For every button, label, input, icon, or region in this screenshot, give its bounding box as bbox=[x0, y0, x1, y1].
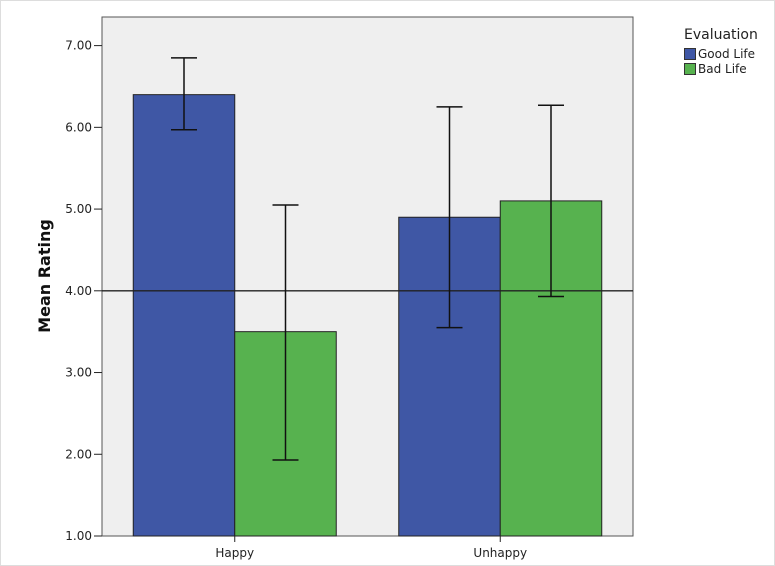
legend-swatch bbox=[684, 62, 696, 75]
legend-title: Evaluation bbox=[684, 27, 758, 43]
error-bar bbox=[538, 104, 564, 298]
legend-item-good-life: Good Life bbox=[684, 46, 758, 61]
bar-happy-good-life bbox=[132, 94, 236, 537]
legend-item-bad-life: Bad Life bbox=[684, 61, 758, 76]
y-tick-label: 4.00 bbox=[65, 284, 92, 298]
x-tick-label: Happy bbox=[215, 546, 254, 560]
legend: Evaluation Good Life Bad Life bbox=[684, 27, 758, 76]
y-tick-label: 6.00 bbox=[65, 120, 92, 134]
error-bar bbox=[272, 204, 299, 461]
y-tick-label: 2.00 bbox=[65, 447, 92, 461]
y-tick-label: 7.00 bbox=[65, 39, 92, 53]
y-tick-label: 1.00 bbox=[65, 529, 92, 543]
legend-swatch bbox=[684, 47, 696, 60]
y-tick-label: 5.00 bbox=[65, 202, 92, 216]
legend-label: Good Life bbox=[698, 46, 756, 61]
y-axis-label: Mean Rating bbox=[35, 219, 54, 333]
x-tick-label: Unhappy bbox=[473, 546, 527, 560]
legend-label: Bad Life bbox=[698, 61, 747, 76]
error-bar bbox=[171, 57, 197, 131]
error-bar bbox=[436, 106, 463, 329]
y-tick-label: 3.00 bbox=[65, 366, 92, 380]
